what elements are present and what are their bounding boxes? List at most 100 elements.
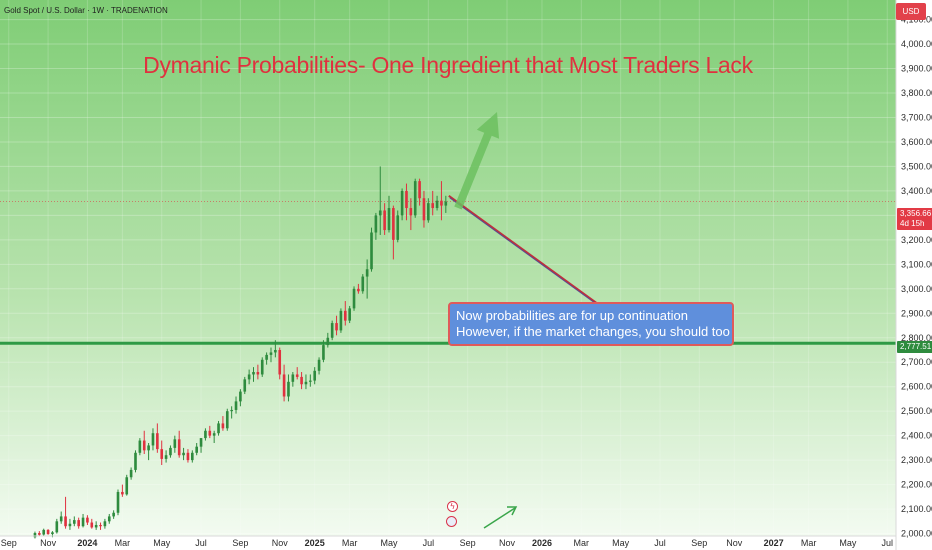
candle-body[interactable] bbox=[64, 516, 67, 527]
candle-body[interactable] bbox=[208, 430, 212, 436]
candle-body[interactable] bbox=[38, 533, 41, 535]
us-flag-icon[interactable] bbox=[446, 516, 457, 527]
candle-body[interactable] bbox=[374, 215, 378, 233]
candle-body[interactable] bbox=[55, 521, 59, 533]
candle-body[interactable] bbox=[204, 430, 207, 439]
candle-body[interactable] bbox=[418, 181, 421, 199]
candle-body[interactable] bbox=[256, 372, 260, 375]
x-axis[interactable]: Sep Nov 2024 Mar May Jul Sep Nov 2025 Mar May Jul Se… bbox=[1, 538, 893, 548]
candle-body[interactable] bbox=[309, 380, 312, 382]
candle-series[interactable] bbox=[33, 166, 448, 539]
candle-body[interactable] bbox=[422, 198, 426, 221]
candle-body[interactable] bbox=[116, 491, 120, 513]
candle-body[interactable] bbox=[99, 524, 102, 527]
candle-body[interactable] bbox=[182, 452, 185, 456]
currency-button[interactable]: USD bbox=[896, 3, 926, 20]
candle-body[interactable] bbox=[252, 372, 255, 375]
candle-body[interactable] bbox=[431, 203, 435, 209]
candle-body[interactable] bbox=[295, 374, 299, 377]
candle-body[interactable] bbox=[81, 517, 85, 527]
candle-body[interactable] bbox=[435, 200, 439, 209]
candle-body[interactable] bbox=[300, 376, 303, 385]
candle-body[interactable] bbox=[440, 200, 443, 206]
candle-body[interactable] bbox=[107, 516, 111, 522]
candle-body[interactable] bbox=[243, 379, 247, 392]
candle-body[interactable] bbox=[134, 452, 137, 470]
candle-body[interactable] bbox=[125, 477, 129, 495]
candle-body[interactable] bbox=[274, 349, 277, 353]
candle-body[interactable] bbox=[352, 288, 356, 309]
candle-body[interactable] bbox=[103, 521, 107, 527]
candle-body[interactable] bbox=[147, 445, 150, 451]
candle-body[interactable] bbox=[304, 381, 308, 385]
candle-body[interactable] bbox=[330, 323, 334, 338]
candle-body[interactable] bbox=[212, 433, 216, 436]
candle-body[interactable] bbox=[199, 438, 203, 447]
candle-body[interactable] bbox=[59, 516, 63, 522]
candle-body[interactable] bbox=[409, 208, 413, 216]
candle-body[interactable] bbox=[317, 359, 321, 371]
candle-body[interactable] bbox=[138, 440, 142, 453]
candle-body[interactable] bbox=[186, 452, 190, 461]
callout-box[interactable]: Now probabilities are for up continuatio… bbox=[448, 302, 734, 346]
candle-body[interactable] bbox=[195, 446, 198, 453]
flash-icon[interactable]: ϟ bbox=[447, 501, 458, 512]
candle-body[interactable] bbox=[72, 520, 76, 524]
candle-body[interactable] bbox=[357, 288, 360, 292]
candle-body[interactable] bbox=[217, 423, 220, 434]
candle-body[interactable] bbox=[370, 232, 373, 270]
candle-body[interactable] bbox=[269, 352, 273, 355]
candle-body[interactable] bbox=[260, 359, 264, 375]
candle-body[interactable] bbox=[90, 522, 94, 528]
candle-body[interactable] bbox=[160, 449, 164, 459]
candle-body[interactable] bbox=[86, 517, 89, 523]
candle-body[interactable] bbox=[335, 323, 338, 331]
candle-body[interactable] bbox=[444, 201, 448, 206]
candle-body[interactable] bbox=[405, 190, 408, 209]
candle-body[interactable] bbox=[313, 370, 317, 381]
candle-body[interactable] bbox=[396, 215, 400, 240]
candle-body[interactable] bbox=[129, 469, 133, 478]
candle-body[interactable] bbox=[265, 354, 268, 360]
candle-body[interactable] bbox=[427, 203, 430, 221]
candle-body[interactable] bbox=[413, 181, 417, 216]
candle-body[interactable] bbox=[156, 433, 159, 450]
candle-body[interactable] bbox=[68, 523, 72, 527]
candle-body[interactable] bbox=[322, 345, 325, 360]
candle-body[interactable] bbox=[94, 524, 98, 528]
candle-body[interactable] bbox=[51, 532, 54, 535]
candle-body[interactable] bbox=[282, 374, 286, 397]
candle-body[interactable] bbox=[326, 337, 330, 346]
candle-body[interactable] bbox=[33, 533, 37, 538]
candle-body[interactable] bbox=[169, 447, 172, 456]
candle-body[interactable] bbox=[191, 452, 194, 461]
candle-body[interactable] bbox=[142, 440, 146, 451]
candle-body[interactable] bbox=[291, 374, 295, 382]
candle-body[interactable] bbox=[365, 269, 369, 277]
candle-body[interactable] bbox=[46, 529, 50, 535]
candle-body[interactable] bbox=[221, 423, 225, 429]
candle-body[interactable] bbox=[164, 455, 168, 459]
candle-body[interactable] bbox=[151, 433, 155, 446]
candle-body[interactable] bbox=[121, 491, 124, 495]
candle-body[interactable] bbox=[247, 374, 251, 380]
candle-body[interactable] bbox=[278, 349, 282, 375]
candle-body[interactable] bbox=[361, 276, 365, 292]
candle-body[interactable] bbox=[234, 401, 238, 410]
candle-body[interactable] bbox=[173, 439, 177, 448]
candle-body[interactable] bbox=[239, 391, 242, 402]
candle-body[interactable] bbox=[378, 210, 382, 216]
candle-body[interactable] bbox=[343, 310, 347, 321]
candle-body[interactable] bbox=[339, 310, 343, 331]
candle-body[interactable] bbox=[348, 308, 351, 321]
candle-body[interactable] bbox=[112, 512, 115, 517]
candle-body[interactable] bbox=[400, 190, 404, 216]
candle-body[interactable] bbox=[392, 208, 395, 240]
candle-body[interactable] bbox=[383, 210, 386, 231]
candle-body[interactable] bbox=[177, 439, 181, 456]
candle-body[interactable] bbox=[287, 381, 290, 397]
candle-body[interactable] bbox=[387, 208, 391, 231]
candle-body[interactable] bbox=[230, 409, 233, 412]
